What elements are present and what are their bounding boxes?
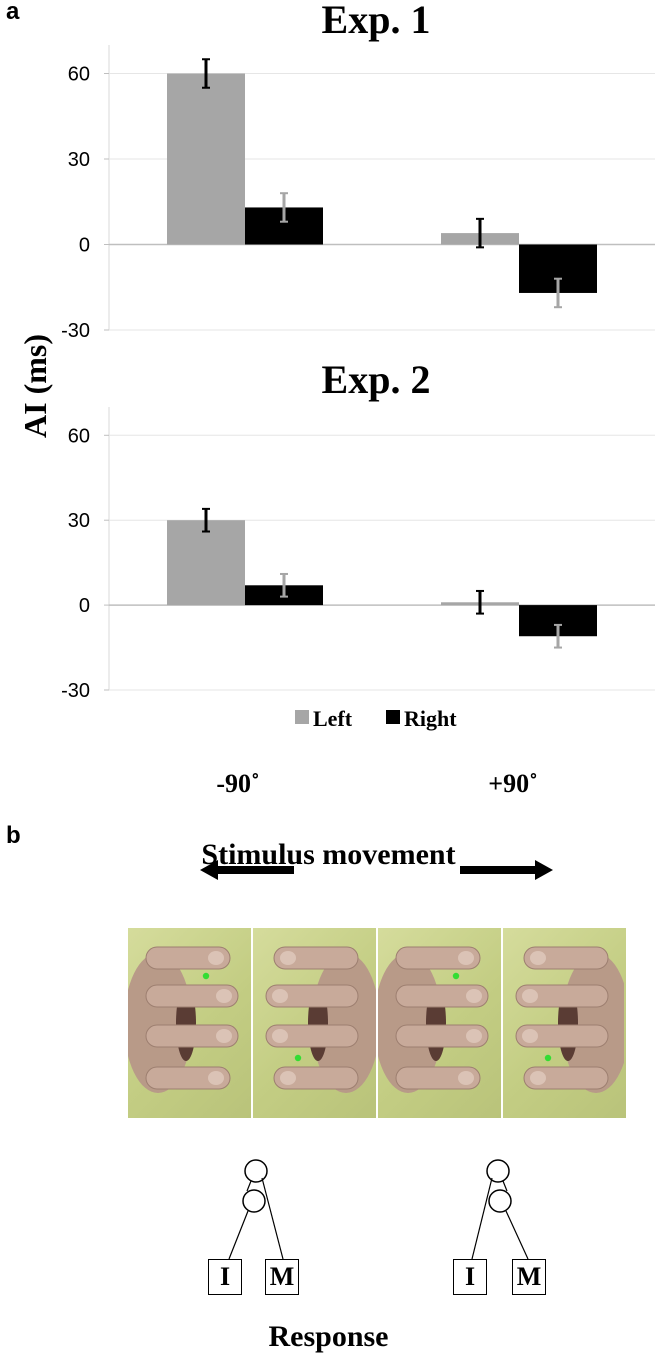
fingernail <box>216 989 232 1003</box>
target-dot <box>202 972 210 980</box>
hand-images-strip <box>128 928 626 1118</box>
finger-shape <box>265 984 359 1008</box>
y-tick-label: 0 <box>79 235 90 257</box>
error-bar <box>280 192 288 223</box>
image-divider <box>376 928 378 1118</box>
finger-shape <box>523 1066 609 1090</box>
y-tick-label: -30 <box>61 680 90 702</box>
y-tick-label: 60 <box>68 425 90 447</box>
arrows-row <box>200 860 553 880</box>
finger-shape <box>395 984 489 1008</box>
right-arrow-icon <box>460 860 553 880</box>
finger-shape <box>515 1024 609 1048</box>
fingernail <box>208 1071 224 1085</box>
hand-image-2 <box>253 928 376 1118</box>
hand-drawing <box>265 946 376 1093</box>
fingernail <box>280 951 296 965</box>
chart-title: Exp. 1 <box>322 0 431 42</box>
error-bar <box>202 507 210 533</box>
fingernail <box>530 1071 546 1085</box>
fingernail <box>458 1071 474 1085</box>
panel-a-letter: a <box>6 0 20 25</box>
hand-image-1 <box>128 928 251 1118</box>
x-category-label: +90˚ <box>488 769 537 798</box>
stimulus-movement-title: Stimulus movement <box>201 838 456 871</box>
finger-shape <box>273 1066 359 1090</box>
finger-box-middle-left: M <box>265 1259 299 1295</box>
error-bar <box>476 589 484 615</box>
y-tick-label: 30 <box>68 510 90 532</box>
finger-shape <box>515 984 609 1008</box>
finger-shape <box>265 1024 359 1048</box>
finger-diagram-left <box>228 1159 284 1260</box>
fingernail <box>208 951 224 965</box>
bar-charts: 60 30 0 -30 Exp. 1 60 30 0 -30 Exp. 2 AI (ms) Left R… <box>17 0 655 798</box>
hand-image-3 <box>378 928 501 1118</box>
error-bar <box>202 58 210 89</box>
legend-swatch-left <box>295 710 309 724</box>
error-bar <box>554 277 562 309</box>
hand-image-4 <box>503 928 626 1118</box>
hand-drawing <box>378 946 489 1093</box>
image-divider <box>251 928 253 1118</box>
finger-shape <box>395 946 481 970</box>
finger-box-middle-right: M <box>512 1259 546 1295</box>
error-bar <box>476 217 484 249</box>
target-dot <box>294 1054 302 1062</box>
y-tick-label: 30 <box>68 149 90 171</box>
finger-diagram-right <box>471 1159 529 1260</box>
finger-box-index-left: I <box>208 1259 242 1295</box>
error-bar <box>554 623 562 649</box>
finger-shape <box>145 1066 231 1090</box>
image-divider <box>501 928 503 1118</box>
fingernail <box>458 951 474 965</box>
fingernail <box>522 1029 538 1043</box>
error-bar <box>280 572 288 598</box>
left-arrow-icon <box>200 860 294 880</box>
finger-shape <box>395 1066 481 1090</box>
fingernail <box>272 989 288 1003</box>
fingernail <box>522 989 538 1003</box>
bar-left <box>167 73 245 245</box>
fingernail <box>216 1029 232 1043</box>
legend-label-right: Right <box>404 706 457 731</box>
y-tick-label: -30 <box>61 320 90 342</box>
legend-swatch-right <box>386 710 400 724</box>
finger-shape <box>523 946 609 970</box>
y-tick-label: 0 <box>79 595 90 617</box>
panel-b-letter: b <box>6 822 21 849</box>
legend-label-left: Left <box>313 706 353 731</box>
target-dot <box>544 1054 552 1062</box>
fingernail <box>466 989 482 1003</box>
finger-box-index-right: I <box>453 1259 487 1295</box>
response-label: Response <box>268 1320 389 1353</box>
chart-title: Exp. 2 <box>322 357 431 402</box>
finger-shape <box>145 1024 239 1048</box>
finger-shape <box>395 1024 489 1048</box>
bar-left <box>167 520 245 606</box>
hand-drawing <box>515 946 624 1093</box>
y-tick-label: 60 <box>68 64 90 86</box>
finger-shape <box>145 946 231 970</box>
fingernail <box>272 1029 288 1043</box>
fingernail <box>530 951 546 965</box>
hand-drawing <box>128 946 239 1093</box>
target-dot <box>452 972 460 980</box>
finger-shape <box>273 946 359 970</box>
fingernail <box>466 1029 482 1043</box>
x-category-label: -90˚ <box>216 769 259 798</box>
fingernail <box>280 1071 296 1085</box>
y-axis-label: AI (ms) <box>17 334 53 438</box>
finger-diagrams <box>228 1159 529 1260</box>
finger-shape <box>145 984 239 1008</box>
